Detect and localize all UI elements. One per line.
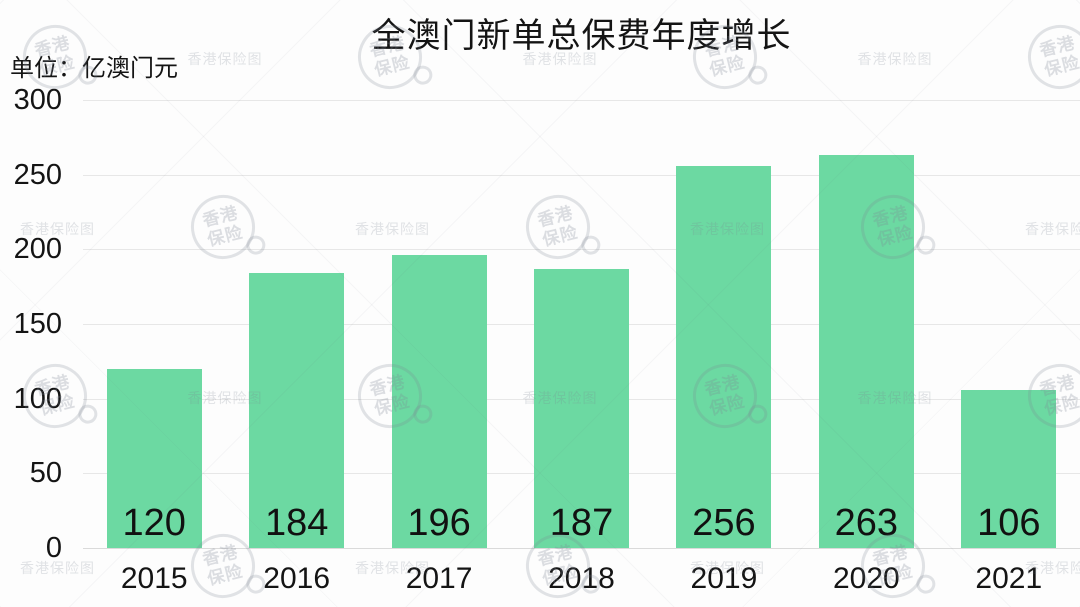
bar-2020: 263 xyxy=(818,155,914,548)
gridline-250 xyxy=(83,174,1080,176)
gridline-300 xyxy=(83,100,1080,101)
bar-value-label-2015: 120 xyxy=(122,501,186,544)
bar-2018: 187 xyxy=(534,268,629,548)
bar-value-label-2021: 106 xyxy=(977,501,1041,544)
x-axis-label-2018: 2018 xyxy=(548,562,615,595)
y-tick-label-150: 150 xyxy=(13,308,62,340)
x-axis-label-2021: 2021 xyxy=(975,562,1043,595)
x-axis-label-2020: 2020 xyxy=(832,562,900,595)
bar-2017: 196 xyxy=(391,255,487,548)
bar-value-label-2018: 187 xyxy=(549,501,614,544)
bar-2015: 120 xyxy=(106,368,202,548)
bar-value-label-2019: 256 xyxy=(692,501,756,544)
x-axis-label-2015: 2015 xyxy=(120,562,188,595)
y-tick-label-250: 250 xyxy=(13,158,62,191)
bar-2019: 256 xyxy=(676,165,772,548)
gridline-0 xyxy=(83,548,1080,549)
watermark-stamp-text-top: 香港 xyxy=(200,203,240,231)
y-tick-label-50: 50 xyxy=(29,457,62,490)
bar-value-label-2016: 184 xyxy=(264,501,329,544)
y-tick-label-200: 200 xyxy=(13,233,62,266)
gridline-200 xyxy=(83,249,1080,251)
unit-label: 单位：亿澳门元 xyxy=(10,55,178,82)
bar-value-label-2017: 196 xyxy=(407,501,471,544)
bar-value-label-2020: 263 xyxy=(834,501,899,544)
x-axis-label-2016: 2016 xyxy=(263,562,331,595)
y-tick-label-300: 300 xyxy=(13,84,62,116)
watermark-stamp-text-bottom: 保险 xyxy=(540,222,580,250)
y-tick-label-100: 100 xyxy=(13,382,62,415)
chart-title: 全澳门新单总保费年度增长 xyxy=(371,17,792,55)
bar-2021: 106 xyxy=(961,389,1057,548)
watermark-stamp: 香港 保险 xyxy=(183,188,262,266)
watermark-stamp: 香港 保险 xyxy=(518,188,597,266)
x-axis-label-2017: 2017 xyxy=(405,562,473,595)
watermark-small-text: 香港保险图 xyxy=(355,221,430,237)
bar-2016: 184 xyxy=(249,273,345,548)
watermark-stamp-text-bottom: 保险 xyxy=(205,222,245,250)
x-axis-label-2019: 2019 xyxy=(690,562,758,595)
watermark-small-text: 香港保险图 xyxy=(1025,221,1080,237)
watermark-stamp-text-top: 香港 xyxy=(535,203,575,231)
y-tick-label-0: 0 xyxy=(45,532,62,564)
